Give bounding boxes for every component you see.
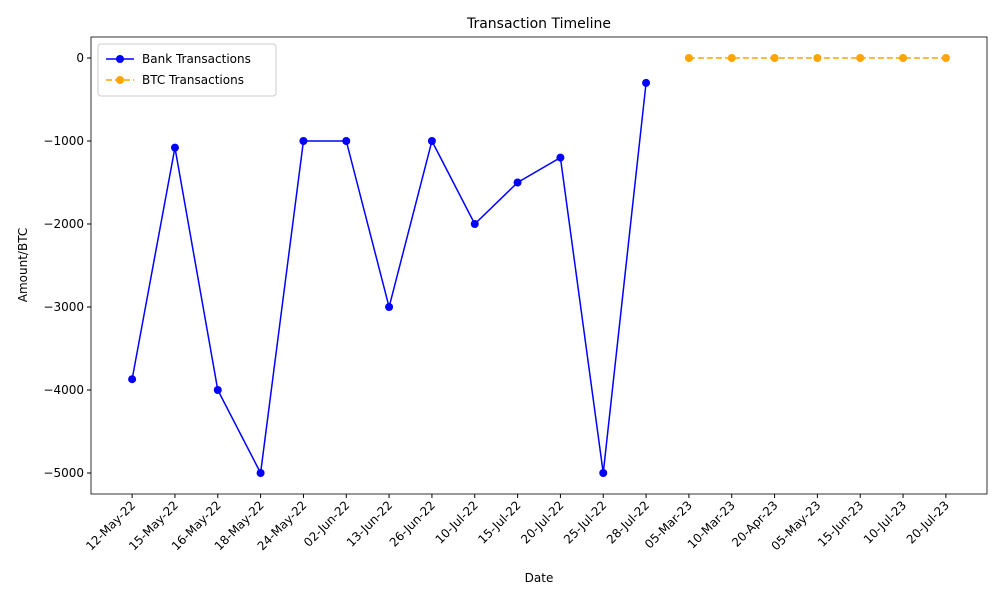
- legend-label: BTC Transactions: [142, 73, 244, 87]
- legend-marker: [116, 55, 124, 63]
- x-tick-label: 20-Jul-23: [904, 498, 952, 546]
- data-point: [642, 78, 651, 87]
- legend-label: Bank Transactions: [142, 52, 251, 66]
- data-point: [513, 178, 522, 187]
- data-point: [599, 469, 608, 478]
- data-point: [213, 386, 222, 395]
- data-point: [256, 469, 265, 478]
- x-tick-label: 25-Jul-22: [561, 498, 609, 546]
- x-tick-label: 15-Jul-22: [475, 498, 523, 546]
- plot-frame: [90, 36, 988, 495]
- y-tick-label: −5000: [43, 466, 84, 480]
- data-point: [856, 53, 865, 62]
- data-point: [299, 136, 308, 145]
- x-tick-label: 10-Jul-22: [433, 498, 481, 546]
- data-point: [941, 53, 950, 62]
- legend-box: [97, 43, 277, 97]
- data-point: [385, 303, 394, 312]
- y-tick-label: −3000: [43, 300, 84, 314]
- x-axis-label: Date: [525, 571, 554, 585]
- series-line: [131, 82, 647, 476]
- data-point: [727, 53, 736, 62]
- data-point: [427, 136, 436, 145]
- data-point: [684, 53, 693, 62]
- y-tick-label: −4000: [43, 383, 84, 397]
- legend: Bank Transactions BTC Transactions: [97, 43, 277, 97]
- data-point: [770, 53, 779, 62]
- data-point: [899, 53, 908, 62]
- data-point: [813, 53, 822, 62]
- x-tick-label: 15-Jun-23: [815, 498, 866, 549]
- y-tick-label: 0: [76, 51, 84, 65]
- data-point: [128, 375, 137, 384]
- legend-marker: [116, 76, 124, 84]
- x-tick-label: 10-Jul-23: [861, 498, 909, 546]
- y-axis-label: Amount/BTC: [16, 228, 30, 302]
- x-tick-label: 26-Jun-22: [387, 498, 438, 549]
- data-point: [342, 136, 351, 145]
- y-tick-label: −1000: [43, 134, 84, 148]
- data-point: [556, 153, 565, 162]
- chart-title: Transaction Timeline: [466, 16, 611, 32]
- y-tick-label: −2000: [43, 217, 84, 231]
- data-point: [170, 143, 179, 152]
- data-point: [470, 219, 479, 228]
- x-tick-label: 20-Jul-22: [518, 498, 566, 546]
